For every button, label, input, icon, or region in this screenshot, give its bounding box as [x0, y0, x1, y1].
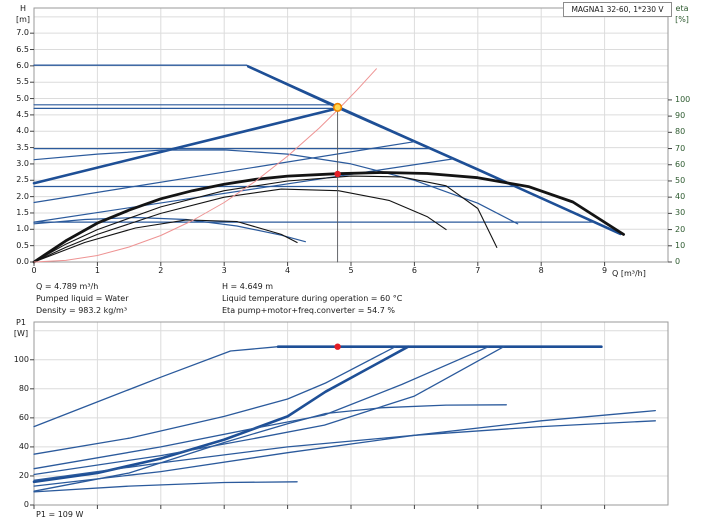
h-axis-tick-label: 3.0 — [16, 158, 29, 168]
p1-curve-min — [33, 481, 298, 493]
eta-axis-tick-label: 80 — [675, 127, 686, 137]
q-axis-label: Q [m³/h] — [612, 269, 646, 278]
h-axis-tick-label: 5.0 — [16, 93, 29, 103]
eta-curve-min — [33, 219, 298, 263]
p1-curve-3 — [33, 346, 397, 455]
q-axis-tick-label: 8 — [538, 266, 544, 275]
pp-curve-a — [33, 141, 415, 204]
eta-axis-unit: [%] — [675, 15, 689, 24]
pp-curve-b — [33, 158, 453, 223]
q-axis-tick-label: 6 — [411, 266, 417, 275]
p1-axis-tick-label: 20 — [18, 470, 29, 480]
h-axis-tick-label: 6.0 — [16, 60, 29, 70]
eta-axis-tick-label: 50 — [675, 175, 686, 185]
h-axis-tick-label: 0.0 — [16, 257, 29, 266]
q-axis-tick-label: 4 — [285, 266, 291, 275]
q-axis-tick-label: 5 — [348, 266, 354, 275]
h-axis-tick-label: 1.5 — [16, 207, 29, 217]
h-axis-unit-symbol: H — [19, 4, 26, 13]
p1-axis-tick-label: 60 — [18, 412, 29, 422]
eta-axis-tick-label: 60 — [675, 159, 686, 169]
p1-curve-4 — [33, 346, 490, 470]
duty-flow-text: Q = 4.789 m³/h — [36, 282, 99, 291]
eta-axis-tick-label: 10 — [675, 240, 686, 250]
eta-axis-tick-label: 90 — [675, 111, 686, 121]
h-axis-tick-label: 0.5 — [16, 240, 29, 250]
speed-curve — [33, 149, 519, 225]
eta-axis-tick-label: 40 — [675, 192, 686, 202]
eta-point-marker — [334, 170, 341, 178]
eta-curve-main — [32, 171, 625, 264]
pp-selected — [32, 107, 339, 185]
h-axis-tick-label: 1.0 — [16, 224, 29, 234]
eta-axis-tick-label: 30 — [675, 208, 686, 218]
p1-axis-tick-label: 100 — [13, 354, 29, 364]
q-axis-tick-label: 0 — [31, 266, 37, 275]
eta-total-text: Eta pump+motor+freq.converter = 54.7 % — [222, 306, 395, 315]
p1-axis-tick-label: 40 — [18, 441, 29, 451]
h-axis-tick-label: 6.5 — [16, 44, 29, 54]
eta-axis-tick-label: 0 — [675, 257, 681, 266]
h-axis-tick-label: 2.0 — [16, 191, 29, 201]
h-axis-tick-label: 2.5 — [16, 175, 29, 185]
eta-axis-tick-label: 20 — [675, 224, 686, 234]
system-curve — [33, 68, 377, 263]
duty-head-text: H = 4.649 m — [222, 282, 274, 291]
eta-curve-3 — [33, 188, 447, 263]
p1-curve-6 — [33, 420, 656, 481]
liquid-temp-text: Liquid temperature during operation = 60… — [222, 294, 403, 303]
h-axis-tick-label: 7.0 — [16, 28, 29, 38]
h-axis-tick-label: 4.5 — [16, 109, 29, 119]
p1-selected-rise — [32, 345, 410, 484]
h-axis-tick-label: 5.5 — [16, 77, 29, 87]
p1-curve-8 — [33, 404, 507, 492]
p1-axis-unit: [W] — [13, 329, 29, 338]
h-axis-unit: [m] — [15, 15, 31, 24]
duty-point-marker — [333, 102, 343, 112]
p1-max-rise — [33, 346, 279, 428]
p1-curve-7 — [33, 409, 656, 487]
max-curve-selected — [247, 65, 622, 236]
p1-axis-tick-label: 0 — [23, 500, 29, 509]
density-text: Density = 983.2 kg/m³ — [36, 306, 128, 315]
h-axis-tick-label: 3.5 — [16, 142, 29, 152]
q-axis-tick-label: 7 — [475, 266, 481, 275]
q-axis-tick-label: 3 — [221, 266, 227, 275]
q-axis-tick-label: 2 — [158, 266, 164, 275]
pumped-liquid-text: Pumped liquid = Water — [36, 294, 129, 303]
h-axis-tick-label: 4.0 — [16, 126, 29, 136]
eta-axis-tick-label: 100 — [675, 94, 691, 104]
p1-axis-unit-symbol: P1 — [16, 318, 26, 327]
eta-axis-tick-label: 70 — [675, 143, 686, 153]
p1-point-marker — [334, 343, 341, 350]
eta-curve-2 — [33, 175, 498, 263]
eta-axis-unit-symbol: eta — [675, 4, 689, 13]
p1-value-text: P1 = 109 W — [36, 510, 84, 519]
p1-axis-tick-label: 80 — [18, 383, 29, 393]
q-axis-tick-label: 1 — [94, 266, 100, 275]
q-axis-tick-label: 9 — [602, 266, 608, 275]
p1-curve-5 — [33, 346, 505, 476]
pump-model-badge: MAGNA1 32-60, 1*230 V — [563, 2, 672, 17]
